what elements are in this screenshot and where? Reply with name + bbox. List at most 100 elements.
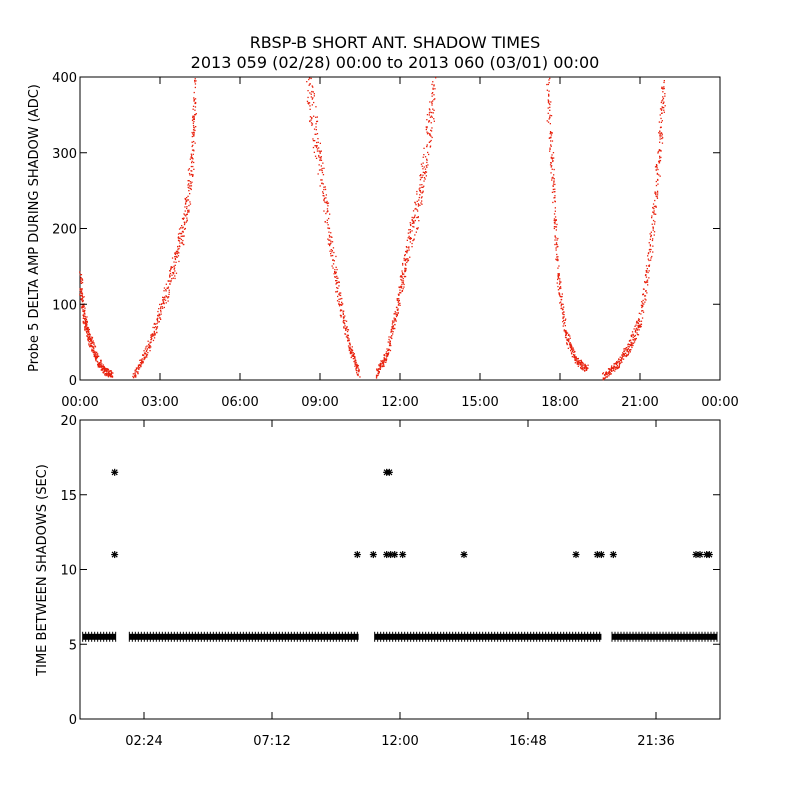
data-point [187, 211, 189, 213]
data-point [357, 367, 359, 369]
data-point [329, 213, 331, 215]
data-point [161, 306, 163, 308]
data-point [428, 121, 430, 123]
data-point [356, 370, 358, 372]
data-point [563, 311, 565, 313]
data-point [659, 150, 661, 152]
data-point [638, 325, 640, 327]
data-point [309, 108, 311, 110]
data-point [186, 220, 188, 222]
data-point [641, 302, 644, 304]
data-point [632, 344, 634, 347]
data-point [170, 281, 172, 283]
data-point [193, 91, 195, 94]
data-point [397, 304, 400, 306]
data-point [553, 197, 555, 199]
data-point [329, 244, 331, 247]
data-point [174, 253, 176, 255]
data-point [651, 217, 653, 219]
data-point [659, 160, 662, 162]
data-point [138, 368, 140, 370]
data-point [144, 357, 146, 360]
data-point [636, 320, 638, 323]
data-point [577, 363, 579, 365]
data-point [319, 152, 321, 154]
asterisk-point [460, 551, 468, 559]
data-point [567, 334, 570, 336]
data-point [653, 208, 655, 210]
data-point [180, 235, 182, 237]
data-point [644, 281, 646, 283]
data-point [186, 199, 188, 201]
data-point [85, 328, 87, 331]
data-point [563, 323, 565, 325]
data-point [623, 355, 625, 357]
data-point [404, 254, 406, 256]
data-point [88, 341, 90, 343]
data-point [144, 352, 146, 354]
data-point [96, 351, 98, 353]
data-point [645, 290, 647, 292]
data-point [415, 204, 417, 206]
data-point [98, 366, 101, 368]
data-point [82, 314, 84, 317]
data-point [389, 340, 391, 342]
data-point [402, 278, 404, 280]
data-point [179, 242, 181, 244]
data-point [640, 323, 643, 326]
data-point [550, 144, 552, 146]
data-point [167, 297, 169, 299]
data-point [342, 319, 345, 321]
data-point [603, 377, 605, 379]
data-point [91, 348, 93, 350]
data-point [177, 255, 180, 257]
data-point [627, 353, 629, 356]
data-point [416, 227, 418, 230]
data-point [426, 119, 428, 121]
data-point [619, 356, 621, 358]
data-point [641, 317, 644, 319]
data-point [326, 208, 329, 210]
data-point [141, 362, 143, 364]
data-point [576, 361, 578, 363]
data-point [401, 276, 403, 278]
data-point [191, 157, 193, 159]
data-point [193, 168, 195, 170]
data-point [558, 294, 561, 296]
data-point [410, 237, 412, 239]
data-point [563, 319, 565, 322]
data-point [80, 280, 82, 282]
data-point [422, 168, 424, 170]
data-point [385, 361, 387, 363]
data-point [167, 296, 169, 298]
data-point [629, 349, 631, 351]
data-point [96, 353, 98, 355]
data-point [82, 320, 84, 323]
data-point [616, 365, 618, 367]
data-point [557, 289, 560, 291]
data-point [183, 235, 185, 237]
data-point [408, 247, 410, 249]
data-point [433, 85, 435, 87]
data-point [558, 292, 560, 294]
data-point [553, 191, 555, 193]
data-point [622, 353, 624, 355]
data-point [342, 311, 344, 313]
data-point [168, 289, 170, 291]
data-point [87, 337, 89, 339]
data-point [380, 367, 382, 369]
data-point [100, 369, 102, 371]
data-point [150, 346, 152, 348]
data-point [414, 202, 417, 204]
data-point [94, 351, 96, 353]
data-point [419, 175, 421, 177]
data-point [403, 257, 405, 260]
data-point [184, 206, 186, 208]
data-point [560, 281, 562, 283]
data-point [602, 379, 604, 381]
data-point [396, 314, 398, 316]
data-point [93, 348, 95, 350]
data-point [81, 293, 84, 295]
data-point [323, 188, 325, 191]
data-point [348, 338, 350, 340]
